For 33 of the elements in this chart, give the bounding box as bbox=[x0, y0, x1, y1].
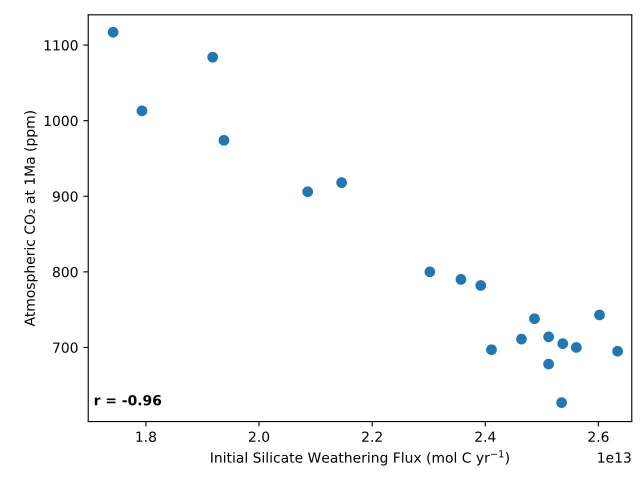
annotation: r = -0.96 bbox=[94, 394, 162, 406]
point bbox=[543, 358, 554, 370]
y-tick-label: 800 bbox=[52, 266, 78, 278]
point bbox=[456, 274, 466, 285]
x-tick-label: 2.0 bbox=[249, 431, 270, 442]
point bbox=[557, 338, 568, 350]
y-tick-label: 700 bbox=[53, 342, 78, 353]
point bbox=[207, 52, 218, 63]
point bbox=[594, 310, 605, 320]
point bbox=[336, 177, 347, 188]
point bbox=[108, 26, 118, 38]
text: 1e13 bbox=[598, 452, 631, 463]
point bbox=[529, 313, 540, 324]
x-tick-label: 2.2 bbox=[362, 431, 382, 442]
x-tick-label: 2.6 bbox=[588, 431, 609, 442]
point bbox=[218, 134, 230, 146]
point bbox=[302, 186, 314, 198]
point bbox=[570, 342, 582, 353]
x-tick-label: 2.4 bbox=[475, 431, 496, 442]
point bbox=[556, 397, 567, 408]
y-tick-label: 900 bbox=[52, 191, 78, 202]
point bbox=[612, 346, 623, 357]
point bbox=[136, 105, 148, 116]
y-axis-title: Atmospheric CO₂ at 1Ma (ppm) bbox=[24, 111, 38, 326]
y-tick-label: 1100 bbox=[44, 40, 78, 51]
point bbox=[516, 334, 527, 344]
x-tick-label: 1.8 bbox=[136, 431, 156, 442]
point bbox=[486, 344, 497, 356]
point bbox=[424, 266, 436, 278]
y-tick-label: 1000 bbox=[44, 116, 78, 126]
x-axis-title: Initial Silicate Weathering Flux (mol C yr$^{−1}$) bbox=[211, 450, 509, 466]
point bbox=[475, 280, 486, 291]
point bbox=[543, 332, 554, 342]
